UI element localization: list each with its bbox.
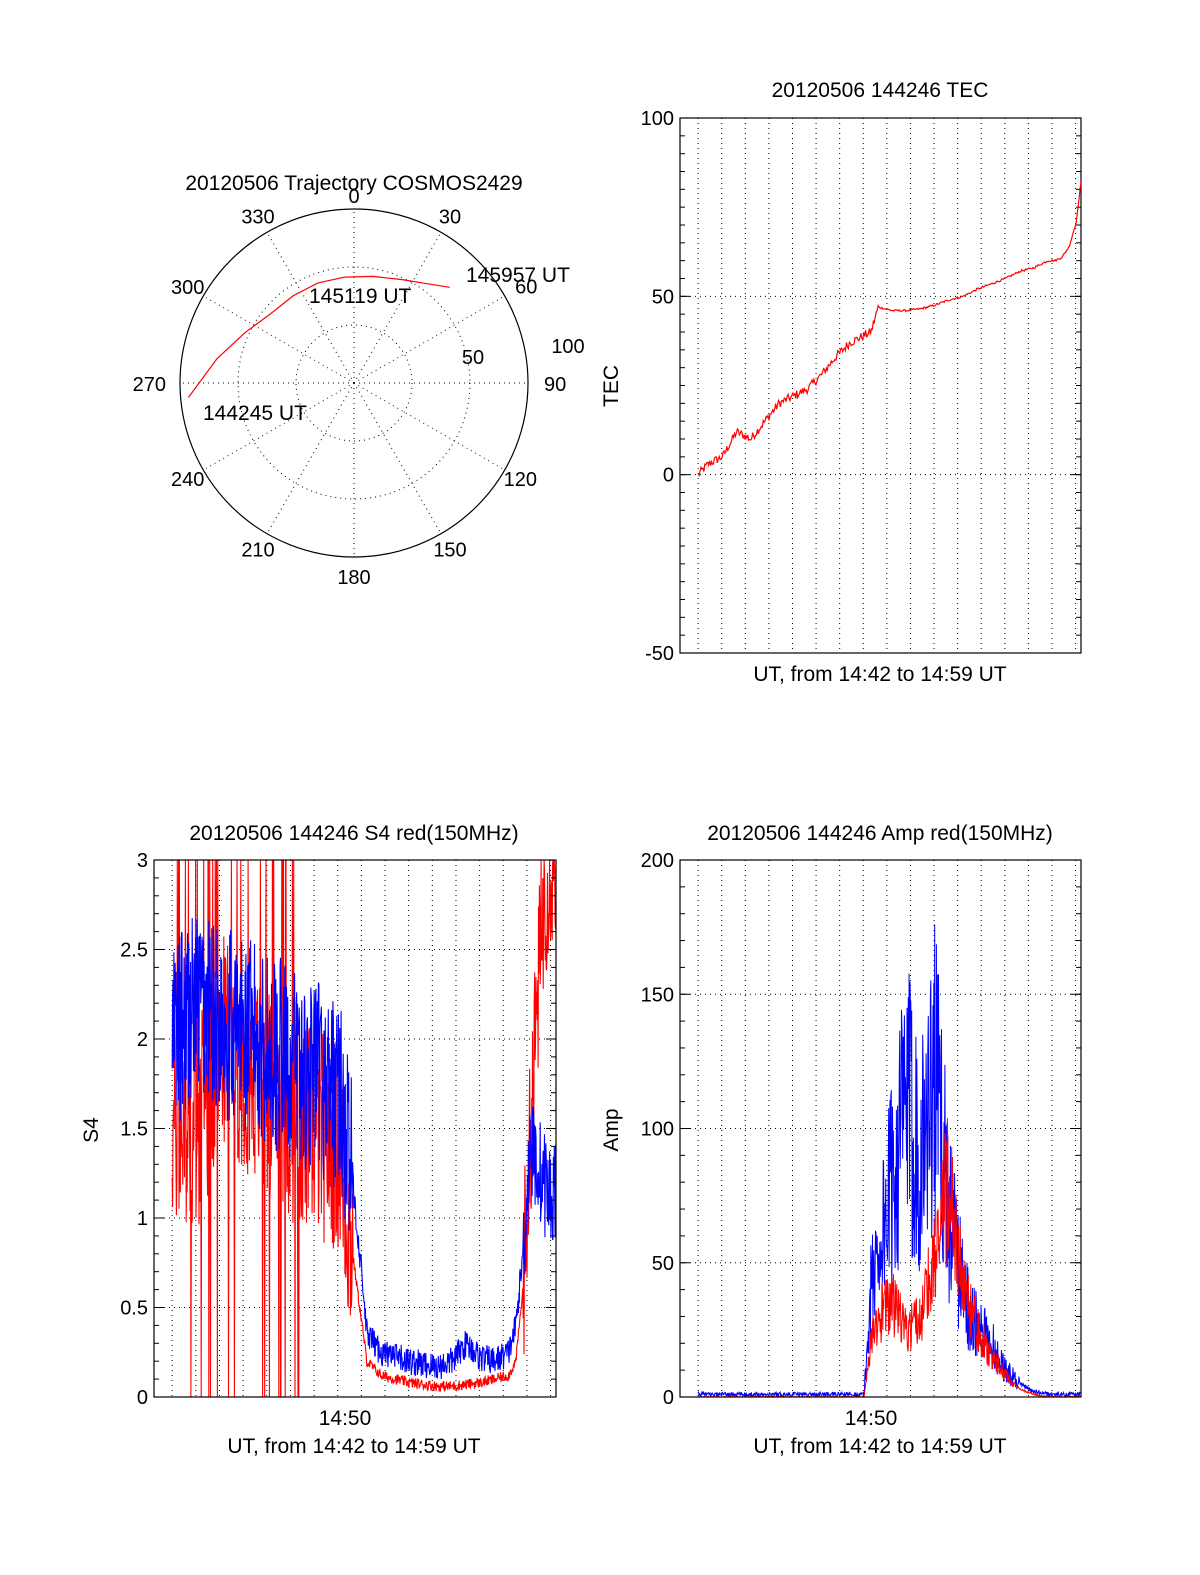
polar-label-end: 145957 UT [466, 264, 570, 287]
polar-spoke-300 [203, 295, 355, 384]
polar-track [187, 275, 450, 398]
polar-azimuth-label-30: 30 [439, 207, 461, 229]
amp-ylabel: Amp [600, 1108, 623, 1151]
s4-ytick-label-1: 0.5 [120, 1298, 148, 1320]
s4-ytick-label-0: 0 [137, 1387, 148, 1409]
s4-xlabel: UT, from 14:42 to 14:59 UT [227, 1435, 480, 1458]
tec-title: 20120506 144246 TEC [772, 79, 989, 102]
polar-radial-label-100: 100 [551, 336, 584, 358]
tec-ytick-label-1: 0 [663, 465, 674, 487]
s4-grid [154, 860, 556, 1397]
polar-ring-30 [295, 324, 413, 442]
polar-azimuth-label-300: 300 [171, 277, 204, 299]
amp-noise-traces [697, 924, 1082, 1399]
s4-xtick: 14:50 [319, 1407, 372, 1430]
polar-azimuth-label-90: 90 [544, 374, 566, 396]
amp-ytick-label-3: 150 [641, 984, 674, 1006]
tec-ytick-label-3: 100 [641, 108, 674, 130]
s4-ylabel: S4 [80, 1117, 103, 1143]
polar-spoke-120 [353, 382, 505, 471]
amp-xtick: 14:50 [845, 1407, 898, 1430]
polar-azimuth-label-120: 120 [504, 469, 537, 491]
tec-xlabel: UT, from 14:42 to 14:59 UT [753, 663, 1006, 686]
amp-panel: 20120506 144246 Amp red(150MHz) 0 50 100 15… [600, 822, 1082, 1458]
polar-title: 20120506 Trajectory COSMOS2429 [185, 172, 522, 195]
polar-azimuth-label-180: 180 [337, 567, 370, 589]
tec-grid [680, 118, 1081, 653]
polar-azimuth-label-210: 210 [241, 539, 274, 561]
polar-spoke-150 [353, 382, 442, 534]
s4-title: 20120506 144246 S4 red(150MHz) [189, 822, 518, 845]
tec-frame [679, 117, 1082, 654]
polar-spoke-240 [203, 382, 355, 471]
tec-series-line [697, 181, 1082, 478]
amp-y-ticks: 0 50 100 150 200 [641, 850, 1081, 1409]
polar-azimuth-label-0: 0 [348, 186, 359, 208]
polar-azimuth-label-150: 150 [433, 539, 466, 561]
s4-ytick-label-4: 2 [137, 1029, 148, 1051]
s4-ytick-label-2: 1 [137, 1208, 148, 1230]
amp-ytick-label-0: 0 [663, 1387, 674, 1409]
tec-ytick-label-2: 50 [652, 286, 674, 308]
s4-y-ticks: 0 0.5 1 1.5 2 2.5 3 [120, 850, 556, 1409]
polar-azimuth-labels: 0 30 60 90 120 150 180 210 240 270 300 330 [133, 186, 567, 589]
polar-azimuth-label-270: 270 [133, 374, 166, 396]
amp-ytick-label-2: 100 [641, 1119, 674, 1141]
polar-grid [180, 209, 528, 557]
s4-series-blue [171, 917, 557, 1380]
s4-series-red [171, 859, 557, 1398]
amp-grid [680, 860, 1081, 1397]
polar-azimuth-label-330: 330 [241, 207, 274, 229]
amp-xlabel: UT, from 14:42 to 14:59 UT [753, 1435, 1006, 1458]
polar-azimuth-label-60: 60 [515, 277, 537, 299]
polar-panel: 20120506 Trajectory COSMOS2429 0 30 60 90 12… [133, 172, 585, 589]
polar-spoke-210 [266, 382, 355, 534]
s4-panel: 20120506 144246 S4 red(150MHz) 0 0.5 1 1.5 2… [80, 822, 557, 1458]
amp-ytick-label-1: 50 [652, 1253, 674, 1275]
polar-azimuth-label-240: 240 [171, 469, 204, 491]
s4-ytick-label-3: 1.5 [120, 1119, 148, 1141]
polar-frame [179, 208, 529, 558]
polar-label-start: 144245 UT [203, 402, 307, 425]
tec-y-ticks: -50 0 50 100 [641, 108, 1081, 665]
polar-label-mid: 145119 UT [309, 285, 412, 308]
tec-panel: 20120506 144246 TEC -50 0 50 100 TEC UT, fr… [600, 79, 1082, 686]
polar-spoke-30 [353, 232, 442, 384]
polar-radial-label-50: 50 [462, 347, 484, 369]
s4-ytick-label-6: 3 [137, 850, 148, 872]
s4-noise-traces [171, 859, 557, 1398]
tec-ylabel: TEC [600, 365, 623, 407]
s4-ytick-label-5: 2.5 [120, 940, 148, 962]
polar-spoke-330 [266, 232, 355, 384]
polar-spoke-60 [353, 295, 505, 384]
amp-ytick-label-4: 200 [641, 850, 674, 872]
tec-ytick-label-0: -50 [645, 643, 674, 665]
amp-title: 20120506 144246 Amp red(150MHz) [707, 822, 1053, 845]
